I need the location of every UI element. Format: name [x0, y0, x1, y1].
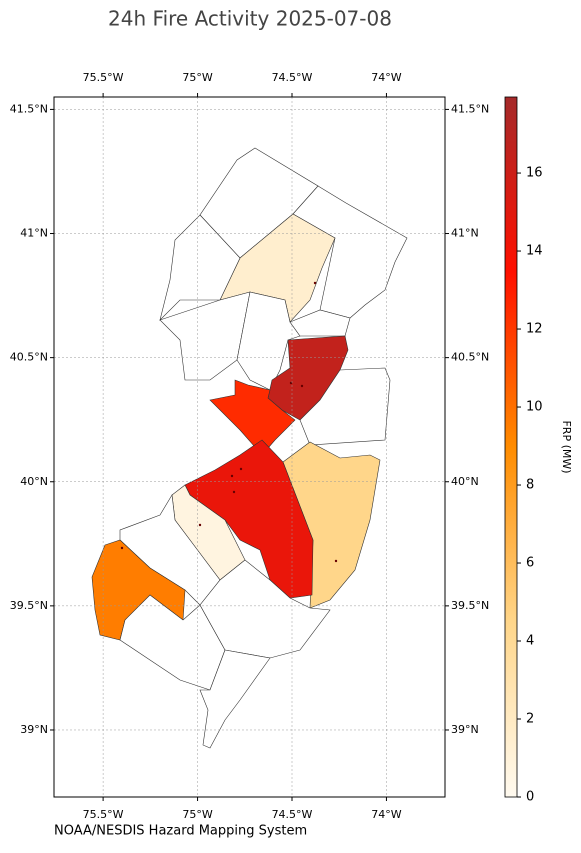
- map-title: 24h Fire Activity 2025-07-08: [108, 7, 392, 31]
- x-tick-label: 74°W: [371, 808, 401, 821]
- county: [159, 291, 251, 381]
- colorbar-tick-label: 0: [526, 790, 534, 805]
- colorbar-tick-label: 2: [526, 712, 534, 727]
- fire-points: [120, 281, 338, 563]
- y-tick-label: 41°N: [451, 227, 479, 240]
- x-tick-label: 75.5°W: [83, 71, 124, 84]
- colorbar-label: FRP (MW): [560, 420, 573, 473]
- y-tick-label: 41°N: [20, 227, 48, 240]
- county: [159, 214, 241, 321]
- counties: [91, 147, 408, 749]
- y-tick-label: 40°N: [20, 475, 48, 488]
- source-note: NOAA/NESDIS Hazard Mapping System: [54, 824, 307, 839]
- colorbar-tick-label: 4: [526, 634, 534, 649]
- x-tick-label: 75°W: [182, 71, 212, 84]
- county: [184, 439, 314, 599]
- colorbar-tick-label: 12: [526, 322, 543, 337]
- y-tick-label: 41.5°N: [451, 102, 489, 115]
- colorbar-tick-label: 10: [526, 400, 543, 415]
- y-tick-label: 40.5°N: [451, 351, 489, 364]
- colorbar: [504, 96, 518, 798]
- county: [236, 291, 301, 391]
- x-tick-label: 74.5°W: [272, 808, 313, 821]
- y-tick-label: 39.5°N: [10, 599, 48, 612]
- county: [299, 367, 391, 446]
- y-tick-label: 40°N: [451, 475, 479, 488]
- county: [199, 649, 271, 749]
- colorbar-tick-label: 14: [526, 244, 543, 259]
- y-tick-label: 41.5°N: [10, 102, 48, 115]
- x-tick-label: 74.5°W: [272, 71, 313, 84]
- colorbar-tick-label: 16: [526, 166, 543, 181]
- county: [209, 379, 296, 456]
- y-tick-label: 39.5°N: [451, 599, 489, 612]
- x-tick-label: 74°W: [371, 71, 401, 84]
- county: [289, 309, 351, 337]
- y-tick-label: 39°N: [20, 723, 48, 736]
- x-tick-label: 75.5°W: [83, 808, 124, 821]
- colorbar-tick-label: 8: [526, 478, 534, 493]
- county: [119, 494, 221, 606]
- y-tick-label: 40.5°N: [10, 351, 48, 364]
- y-tick-label: 39°N: [451, 723, 479, 736]
- colorbar-tick-label: 6: [526, 556, 534, 571]
- x-tick-label: 75°W: [182, 808, 212, 821]
- map-frame: [53, 96, 446, 798]
